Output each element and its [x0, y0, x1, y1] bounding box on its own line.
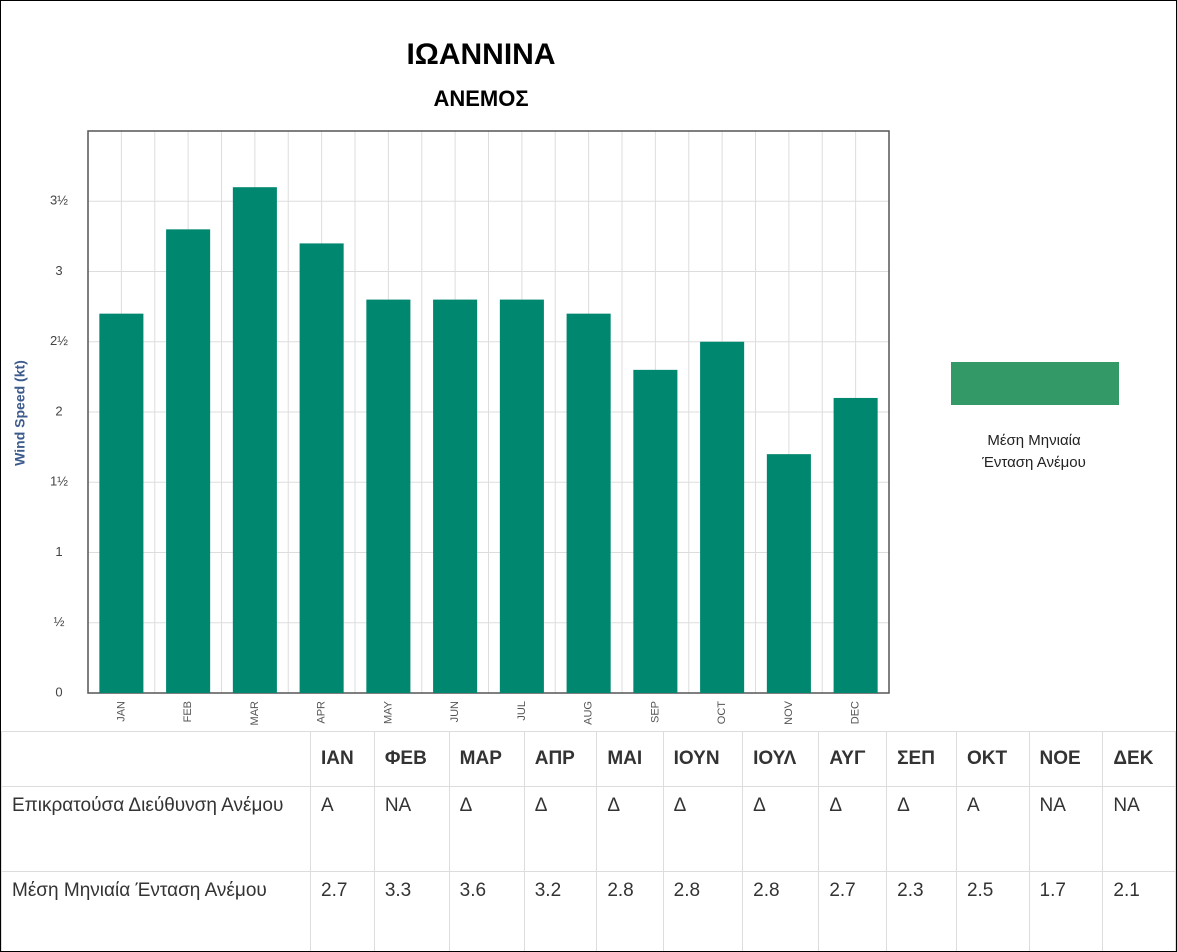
bar — [366, 299, 411, 693]
y-tick-label: 1 — [55, 544, 62, 559]
chart-title: ΙΩΑΝΝΙΝΑ — [406, 38, 555, 71]
table-cell: ΣΕΠ — [886, 731, 957, 787]
table-cell — [1, 731, 311, 787]
table-cell: 2.8 — [596, 871, 664, 951]
x-tick-label: MAR — [249, 701, 261, 726]
table-cell: 3.6 — [448, 871, 525, 951]
y-tick-label: 1½ — [50, 474, 68, 489]
table-cell: Α — [955, 786, 1030, 872]
y-tick-label: 3½ — [50, 193, 68, 208]
y-tick-label: ½ — [54, 614, 65, 629]
bar — [566, 313, 611, 693]
table-cell: Α — [310, 786, 375, 872]
table-cell: 1.7 — [1028, 871, 1104, 951]
x-tick-label: JUL — [516, 701, 528, 721]
legend-swatch — [951, 362, 1119, 405]
x-tick-label: JAN — [115, 701, 127, 722]
table-cell: ΙΟΥΝ — [662, 731, 744, 787]
bar — [166, 229, 211, 693]
x-tick-label: MAY — [382, 700, 394, 724]
x-tick-label: OCT — [716, 701, 728, 725]
table-cell: 2.7 — [310, 871, 375, 951]
table-row: Μέση Μηνιαία Ένταση Ανέμου 2.7 3.3 3.6 3.2 2.… — [1, 871, 1176, 951]
header-row: ΙΑΝ ΦΕΒ ΜΑΡ ΑΠΡ ΜΑΙ ΙΟΥΝ ΙΟΥΛ ΑΥΓ ΣΕΠ ΟΚΤ ΝΟΕ ΔΕΚ — [1, 731, 1176, 787]
table-cell: 2.5 — [955, 871, 1030, 951]
table-cell: 2.7 — [818, 871, 888, 951]
y-tick-label: 2 — [55, 403, 62, 418]
y-tick-label: 0 — [55, 684, 62, 699]
x-tick-label: DEC — [850, 701, 862, 724]
chart-subtitle: ΑΝΕΜΟΣ — [433, 86, 528, 111]
y-axis-label: Wind Speed (kt) — [12, 360, 28, 466]
bar — [499, 299, 544, 693]
table-cell: 2.1 — [1102, 871, 1176, 951]
legend-label: Μέση Μηνιαία Ένταση Ανέμου — [981, 432, 1086, 471]
table-cell: Μέση Μηνιαία Ένταση Ανέμου — [1, 871, 311, 951]
table-row: Επικρατούσα Διεύθυνση Ανέμου Α ΝΑ Δ Δ Δ Δ Δ Δ Δ Α Ν… — [1, 786, 1176, 872]
table-cell: Δ — [523, 786, 598, 872]
data-table: ΙΑΝ ΦΕΒ ΜΑΡ ΑΠΡ ΜΑΙ ΙΟΥΝ ΙΟΥΛ ΑΥΓ ΣΕΠ ΟΚΤ ΝΟΕ ΔΕΚ Επ… — [1, 731, 1176, 951]
table-cell: ΔΕΚ — [1102, 731, 1176, 787]
table-cell: ΑΠΡ — [523, 731, 598, 787]
table-cell: Επικρατούσα Διεύθυνση Ανέμου — [1, 786, 311, 872]
table-cell: Δ — [886, 786, 957, 872]
table-cell: ΙΑΝ — [310, 731, 375, 787]
x-tick-label: AUG — [583, 701, 595, 725]
bar — [299, 243, 344, 693]
bar — [99, 313, 144, 693]
table-cell: Δ — [742, 786, 820, 872]
table-cell: 2.8 — [662, 871, 744, 951]
table-cell: 3.2 — [523, 871, 598, 951]
bar — [766, 454, 811, 693]
table-cell: 2.8 — [742, 871, 820, 951]
table-cell: ΝΑ — [1028, 786, 1104, 872]
table-cell: ΜΑΡ — [448, 731, 525, 787]
bar — [433, 299, 478, 693]
table-cell: 3.3 — [373, 871, 450, 951]
table-cell: ΑΥΓ — [818, 731, 888, 787]
table-cell: Δ — [448, 786, 525, 872]
table-cell: Δ — [662, 786, 744, 872]
table-cell: Δ — [818, 786, 888, 872]
table-cell: ΙΟΥΛ — [742, 731, 820, 787]
bar — [700, 341, 745, 693]
bar — [232, 187, 277, 693]
table-cell: Δ — [596, 786, 664, 872]
x-tick-label: JUN — [449, 701, 461, 722]
bar — [633, 369, 678, 693]
table-cell: ΝΑ — [373, 786, 450, 872]
x-tick-label: APR — [316, 701, 328, 724]
x-tick-label: NOV — [783, 700, 795, 725]
table-cell: ΝΟΕ — [1028, 731, 1104, 787]
x-tick-label: SEP — [649, 701, 661, 723]
table-cell: ΜΑΙ — [596, 731, 664, 787]
bar — [833, 397, 878, 693]
y-tick-label: 3 — [55, 263, 62, 278]
table-cell: 2.3 — [886, 871, 957, 951]
x-tick-label: FEB — [182, 701, 194, 722]
chart: ΙΩΑΝΝΙΝΑ ΑΝΕΜΟΣ Wind Speed (kt) 0 ½ 1 1½ 2 2½… — [12, 38, 1119, 726]
table-cell: ΦΕΒ — [373, 731, 450, 787]
y-tick-label: 2½ — [50, 333, 68, 348]
table-cell: ΟΚΤ — [955, 731, 1030, 787]
table-cell: ΝΑ — [1102, 786, 1176, 872]
plot-frame — [87, 130, 890, 694]
